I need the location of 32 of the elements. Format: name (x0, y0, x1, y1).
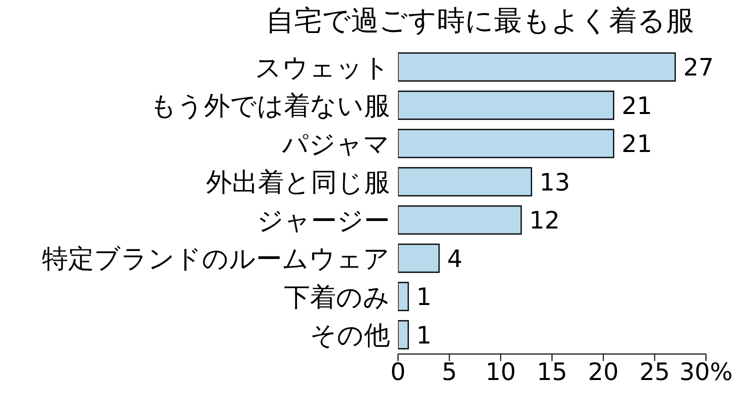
x-tick-label: 25 (639, 358, 670, 386)
bar (398, 320, 409, 350)
y-tick-label: ジャージー (257, 206, 390, 236)
y-tick-label: 下着のみ (284, 282, 390, 313)
x-tick-label: 0 (390, 358, 406, 386)
data-label: 1 (416, 283, 432, 312)
y-tick-label: 特定ブランドのルームウェア (42, 244, 390, 275)
x-tick-label: 15 (536, 358, 568, 386)
bar (398, 244, 440, 273)
data-label: 1 (416, 321, 432, 350)
x-tick-label: 20 (588, 358, 619, 386)
y-tick-label: スウェット (255, 53, 390, 84)
data-label: 27 (683, 54, 714, 82)
y-tick-label: もう外では着ない服 (150, 92, 390, 122)
data-label: 4 (447, 244, 462, 273)
bar (398, 282, 409, 312)
bar (398, 205, 522, 235)
bar (398, 52, 676, 82)
data-label: 13 (539, 168, 570, 196)
bar (398, 167, 532, 196)
y-tick-label: その他 (310, 321, 390, 352)
data-label: 12 (529, 206, 560, 235)
y-tick-label: パジャマ (281, 130, 390, 160)
bar (398, 90, 614, 120)
bar (398, 128, 614, 158)
x-tick-label: 30% (679, 358, 733, 386)
data-label: 21 (622, 130, 652, 158)
y-tick-label: 外出着と同じ服 (206, 168, 390, 198)
x-tick-label: 5 (442, 358, 457, 386)
data-label: 21 (622, 92, 652, 120)
chart-title: 自宅で過ごす時に最もよく着る服 (265, 3, 695, 39)
x-tick-label: 10 (485, 358, 516, 386)
